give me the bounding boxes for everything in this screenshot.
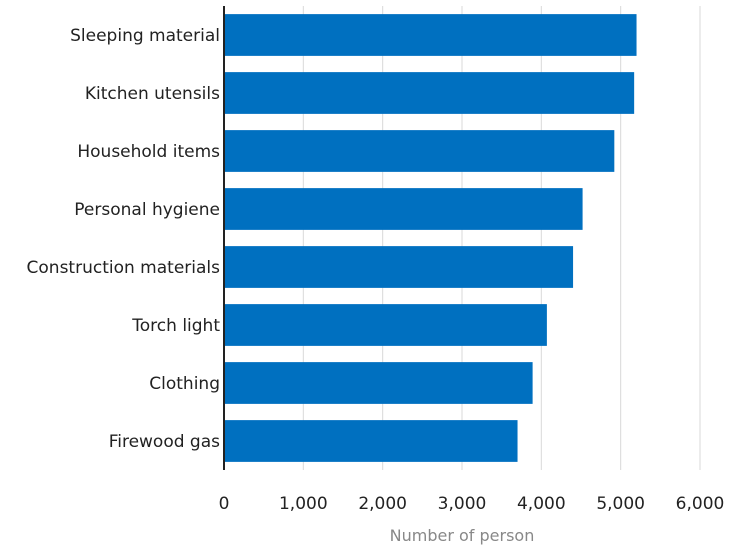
category-label: Clothing [149, 374, 220, 394]
bar [224, 188, 583, 230]
bar [224, 14, 637, 56]
x-tick-label: 0 [219, 494, 230, 514]
x-tick-label: 4,000 [517, 494, 566, 514]
category-label: Personal hygiene [74, 200, 220, 220]
category-label: Household items [77, 142, 220, 162]
x-tick-label: 5,000 [596, 494, 645, 514]
category-label: Kitchen utensils [85, 84, 220, 104]
bar [224, 362, 533, 404]
category-label: Torch light [131, 316, 220, 336]
x-tick-label: 6,000 [676, 494, 725, 514]
bar [224, 304, 547, 346]
bar [224, 72, 635, 114]
category-label: Construction materials [27, 258, 221, 278]
bar [224, 420, 518, 462]
category-labels: Sleeping material Kitchen utensils Househo… [27, 26, 221, 452]
x-tick-label: 3,000 [438, 494, 487, 514]
bars [224, 14, 637, 462]
x-tick-labels: 0 1,000 2,000 3,000 4,000 5,000 6,000 [219, 494, 725, 514]
category-label: Sleeping material [70, 26, 220, 46]
x-axis-title: Number of person [390, 526, 535, 545]
bar [224, 130, 615, 172]
x-tick-label: 2,000 [358, 494, 407, 514]
bar [224, 246, 574, 288]
category-label: Firewood gas [109, 432, 220, 452]
x-tick-label: 1,000 [279, 494, 328, 514]
